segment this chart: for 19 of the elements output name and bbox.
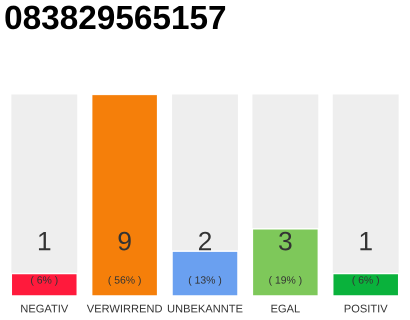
- annotation: ( 19% ): [269, 276, 302, 286]
- bar: [10, 272, 78, 296]
- chart-title: 083829565157: [5, 6, 226, 30]
- data-label: 2: [198, 232, 212, 250]
- x-tick-label: NEGATIV: [21, 304, 68, 312]
- annotation: ( 6% ): [352, 276, 379, 286]
- bar: [332, 272, 400, 296]
- annotation: ( 56% ): [108, 276, 141, 286]
- annotation: ( 13% ): [188, 276, 222, 286]
- data-label: 1: [360, 232, 372, 250]
- x-tick-label: POSITIV: [344, 304, 388, 312]
- x-tick-label: UNBEKANNTE: [168, 304, 242, 312]
- bar: [171, 250, 239, 296]
- data-label: 3: [279, 232, 292, 250]
- x-tick-label: EGAL: [271, 304, 300, 312]
- annotation: ( 6% ): [31, 276, 58, 286]
- data-label: 1: [38, 232, 50, 250]
- data-label: 9: [118, 232, 131, 250]
- x-tick-label: VERWIRREND: [86, 304, 162, 312]
